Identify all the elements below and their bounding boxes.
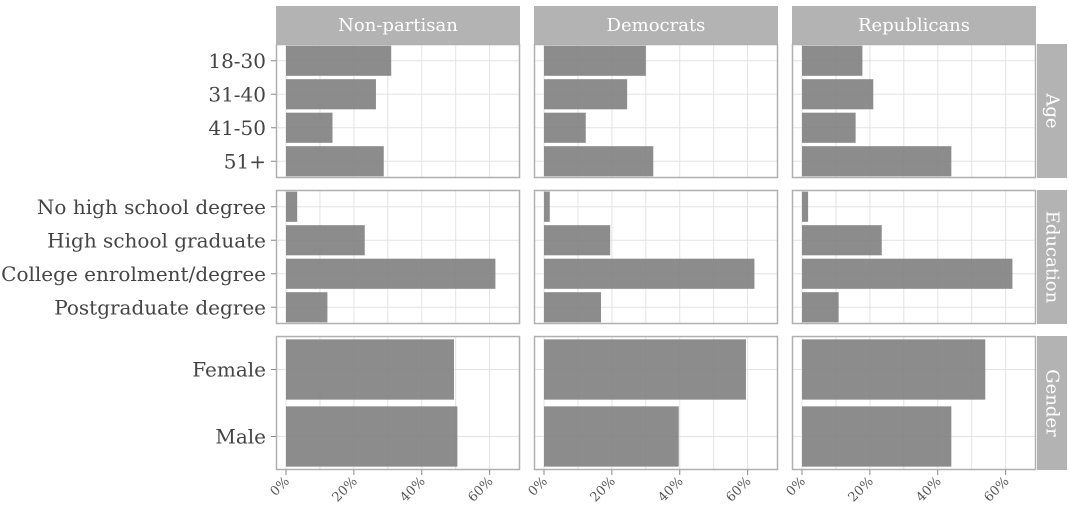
row-strip (1037, 44, 1067, 178)
column-strip-label: Democrats (607, 15, 706, 36)
bar (544, 406, 679, 467)
bar (286, 406, 458, 467)
bar (286, 45, 392, 76)
bar (286, 112, 333, 143)
bar (544, 339, 746, 400)
x-tick-label: 20% (846, 474, 877, 505)
column-strip (792, 6, 1036, 44)
bar (544, 79, 628, 110)
row-strip (1037, 190, 1067, 324)
bar (802, 112, 856, 143)
bar (544, 45, 646, 76)
panel-border (275, 43, 521, 179)
bar (544, 146, 654, 177)
row-strip-label: Gender (1042, 369, 1063, 437)
x-tick-label: 60% (723, 474, 754, 505)
bar (802, 191, 809, 222)
bar (286, 146, 384, 177)
column-strip (534, 6, 778, 44)
bar (286, 292, 328, 323)
x-tick-label: 0% (784, 474, 809, 499)
category-label: 41-50 (208, 116, 266, 140)
x-tick-label: 40% (914, 474, 945, 505)
x-tick-label: 20% (588, 474, 619, 505)
bar (544, 112, 586, 143)
category-label: 31-40 (208, 82, 266, 106)
x-tick-label: 40% (398, 474, 429, 505)
row-strip (1037, 336, 1067, 470)
x-tick-label: 60% (981, 474, 1012, 505)
category-label: Male (215, 425, 266, 449)
category-label: Female (192, 358, 266, 382)
bar (286, 225, 365, 256)
column-strip (276, 6, 520, 44)
column-strip-label: Non-partisan (338, 15, 458, 36)
x-tick-label: 0% (526, 474, 551, 499)
panel-border (791, 335, 1037, 471)
bar (802, 406, 952, 467)
panel-border (275, 189, 521, 325)
x-tick-label: 60% (465, 474, 496, 505)
bar (802, 79, 874, 110)
bar (544, 191, 550, 222)
bar (544, 292, 602, 323)
category-label: High school graduate (47, 228, 266, 252)
panel-border (533, 189, 779, 325)
category-label: 51+ (224, 149, 266, 173)
x-tick-label: 20% (330, 474, 361, 505)
bar (802, 45, 863, 76)
category-label: No high school degree (37, 195, 266, 219)
bar (286, 79, 376, 110)
panel-border (791, 189, 1037, 325)
bar (286, 258, 496, 289)
bar (544, 225, 611, 256)
bar (802, 225, 882, 256)
category-label: College enrolment/degree (1, 262, 266, 286)
bar (802, 292, 839, 323)
category-label: Postgraduate degree (54, 295, 266, 319)
panel-border (533, 43, 779, 179)
column-strip-label: Republicans (858, 15, 970, 36)
row-strip-label: Education (1042, 211, 1063, 304)
panel-border (275, 335, 521, 471)
row-strip-label: Age (1042, 92, 1063, 128)
bar (802, 339, 986, 400)
x-tick-label: 0% (268, 474, 293, 499)
bar (286, 339, 454, 400)
bar (802, 146, 952, 177)
bar (286, 191, 298, 222)
panel-border (791, 43, 1037, 179)
category-label: 18-30 (208, 49, 266, 73)
x-tick-label: 40% (656, 474, 687, 505)
bar (802, 258, 1013, 289)
bar (544, 258, 755, 289)
panel-border (533, 335, 779, 471)
